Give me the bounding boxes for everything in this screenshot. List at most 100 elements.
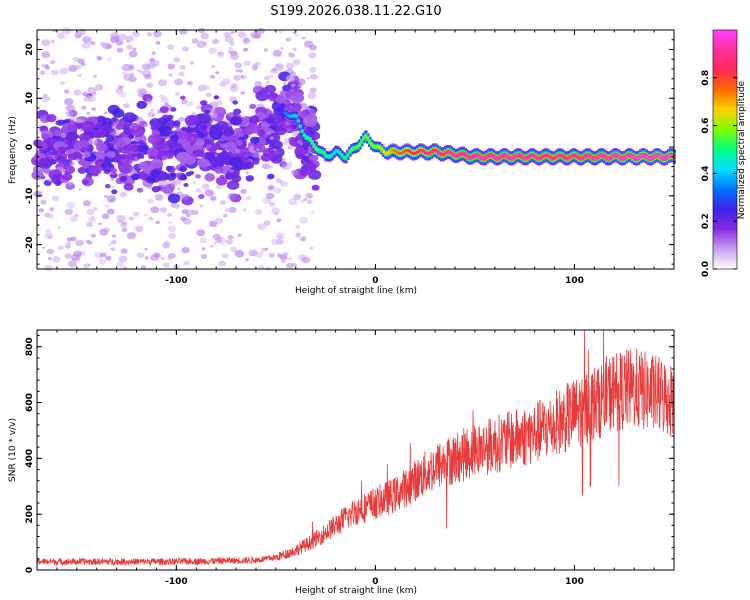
noise-blob bbox=[79, 139, 90, 148]
noise-blob bbox=[297, 78, 306, 85]
noise-blob bbox=[105, 184, 111, 189]
noise-blob bbox=[228, 46, 234, 51]
ridge-segment bbox=[607, 157, 611, 160]
noise-blob bbox=[279, 180, 288, 187]
ridge-segment bbox=[344, 156, 348, 160]
noise-blob bbox=[43, 167, 51, 174]
ridge-segment bbox=[350, 148, 354, 151]
noise-blob bbox=[119, 175, 128, 182]
ridge-segment bbox=[513, 155, 517, 158]
ridge-segment bbox=[322, 151, 326, 155]
noise-blob bbox=[294, 33, 299, 37]
ridge-segment bbox=[316, 149, 320, 152]
noise-blob bbox=[263, 48, 268, 52]
ridge-segment bbox=[348, 150, 352, 153]
noise-blob bbox=[181, 193, 190, 201]
noise-blob bbox=[237, 31, 247, 39]
noise-blob bbox=[288, 52, 295, 58]
noise-blob bbox=[50, 69, 59, 76]
x-tick-label: 100 bbox=[565, 276, 584, 286]
noise-blob bbox=[216, 153, 229, 163]
noise-blob bbox=[228, 50, 233, 54]
noise-blob bbox=[82, 200, 91, 207]
noise-blob bbox=[175, 92, 180, 96]
ridge-segment bbox=[290, 114, 294, 118]
ridge-segment bbox=[499, 155, 503, 158]
noise-blob bbox=[209, 74, 216, 79]
noise-blob bbox=[56, 155, 66, 164]
noise-blob bbox=[53, 130, 62, 137]
noise-blob bbox=[88, 138, 98, 146]
ridge-segment bbox=[412, 152, 416, 155]
noise-blob bbox=[297, 139, 303, 144]
noise-blob bbox=[137, 140, 145, 146]
ridge-segment bbox=[495, 157, 499, 160]
noise-blob bbox=[122, 112, 137, 123]
noise-blob bbox=[169, 134, 179, 142]
ridge-segment bbox=[372, 145, 376, 148]
spectrogram-ridge bbox=[284, 108, 676, 166]
noise-blob bbox=[278, 30, 284, 34]
noise-blob bbox=[145, 175, 157, 184]
noise-blob bbox=[289, 137, 302, 147]
ridge-segment bbox=[318, 149, 322, 153]
noise-blob bbox=[107, 57, 112, 61]
noise-blob bbox=[291, 124, 297, 129]
noise-blob bbox=[63, 98, 74, 106]
noise-blob bbox=[54, 181, 62, 187]
noise-blob bbox=[52, 256, 61, 263]
noise-blob bbox=[110, 167, 118, 174]
ridge-segment bbox=[457, 153, 461, 156]
noise-blob bbox=[197, 158, 210, 168]
ridge-segment bbox=[431, 149, 436, 152]
noise-blob bbox=[300, 199, 305, 203]
noise-blob bbox=[87, 95, 97, 103]
noise-blob bbox=[159, 106, 169, 114]
noise-blob bbox=[117, 219, 123, 224]
ridge-segment bbox=[593, 157, 597, 160]
ridge-segment bbox=[627, 153, 631, 157]
ridge-segment bbox=[459, 152, 463, 155]
ridge-segment bbox=[477, 155, 481, 158]
ridge-segment bbox=[591, 156, 595, 160]
noise-blob bbox=[100, 252, 107, 258]
y-tick-label: 0 bbox=[25, 144, 35, 150]
noise-blob bbox=[276, 253, 283, 258]
noise-blob bbox=[137, 143, 150, 153]
noise-blob bbox=[128, 50, 138, 58]
ridge-segment bbox=[469, 156, 473, 159]
noise-blob bbox=[110, 177, 115, 181]
noise-blob bbox=[270, 238, 280, 246]
noise-blob bbox=[40, 199, 47, 205]
ridge-segment bbox=[312, 144, 316, 147]
ridge-segment bbox=[481, 157, 485, 160]
noise-blob bbox=[186, 101, 194, 107]
ridge-segment bbox=[589, 155, 593, 158]
ridge-segment bbox=[555, 155, 559, 158]
ridge-segment bbox=[541, 155, 545, 158]
noise-blob bbox=[116, 40, 124, 46]
noise-blob bbox=[225, 173, 233, 179]
noise-blob bbox=[301, 103, 308, 109]
noise-blob bbox=[307, 92, 317, 100]
noise-blob bbox=[253, 143, 266, 153]
noise-blob bbox=[275, 96, 286, 104]
ridge-segment bbox=[650, 156, 655, 159]
noise-blob bbox=[147, 198, 155, 204]
noise-blob bbox=[214, 166, 224, 174]
noise-blob bbox=[305, 153, 309, 157]
ridge-segment bbox=[453, 154, 457, 158]
noise-blob bbox=[153, 30, 162, 38]
noise-blob bbox=[200, 32, 210, 40]
noise-blob bbox=[240, 189, 247, 194]
ridge-segment bbox=[380, 148, 384, 151]
noise-blob bbox=[269, 202, 275, 207]
ridge-segment bbox=[294, 114, 298, 118]
noise-blob bbox=[101, 42, 112, 50]
ridge-segment bbox=[308, 138, 312, 141]
noise-blob bbox=[62, 165, 75, 175]
noise-blob bbox=[89, 165, 102, 176]
ridge-segment bbox=[623, 156, 627, 160]
noise-blob bbox=[223, 128, 235, 137]
